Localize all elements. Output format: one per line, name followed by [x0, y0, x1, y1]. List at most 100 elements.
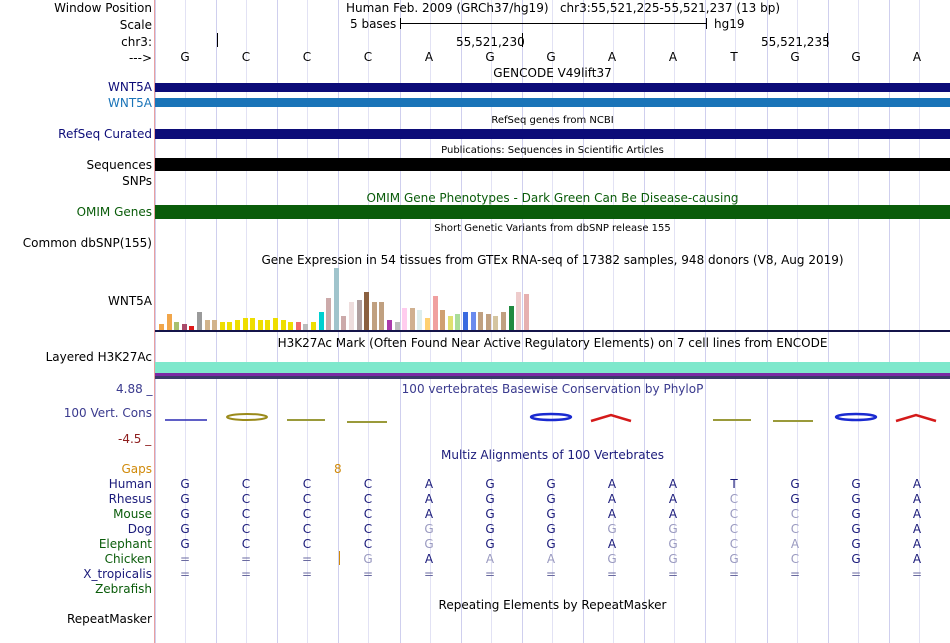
gtex-tissue-bar[interactable]	[379, 302, 385, 330]
species-label[interactable]: X_tropicalis	[83, 567, 152, 581]
publications-track-title: Publications: Sequences in Scientific Ar…	[441, 145, 664, 156]
omim-feature[interactable]	[155, 205, 950, 219]
alignment-base: G	[180, 492, 190, 506]
gtex-tissue-bar[interactable]	[485, 314, 491, 330]
species-label[interactable]: Rhesus	[108, 492, 152, 506]
species-label[interactable]: Mouse	[113, 507, 152, 521]
gtex-tissue-bar[interactable]	[349, 302, 354, 330]
gencode-feature-wnt5a-2[interactable]	[155, 98, 950, 107]
gtex-tissue-bar[interactable]	[356, 300, 362, 330]
gtex-tissue-bar[interactable]	[288, 322, 294, 330]
gridline	[705, 0, 706, 643]
alignment-base: =	[606, 567, 618, 581]
scale-text: 5 bases	[350, 17, 397, 31]
gtex-tissue-bar[interactable]	[409, 308, 415, 330]
gtex-tissue-bar[interactable]	[333, 268, 339, 330]
repeatmasker-track-label[interactable]: RepeatMasker	[66, 612, 152, 626]
publications-track-label[interactable]: Sequences	[86, 158, 152, 172]
gridline	[583, 0, 584, 643]
species-label[interactable]: Chicken	[104, 552, 152, 566]
alignment-base: A	[424, 552, 434, 566]
gtex-tissue-bar[interactable]	[227, 322, 233, 330]
gtex-tissue-bar[interactable]	[273, 318, 278, 330]
h3k27ac-signal-dark[interactable]	[155, 376, 950, 379]
gtex-tissue-bar[interactable]	[189, 326, 195, 330]
gtex-tissue-bar[interactable]	[394, 322, 400, 330]
refseq-track-label[interactable]: RefSeq Curated	[58, 127, 152, 141]
gtex-tissue-bar[interactable]	[295, 322, 301, 330]
gtex-tissue-bar[interactable]	[303, 324, 309, 330]
gtex-tissue-bar[interactable]	[181, 324, 187, 330]
alignment-base: C	[790, 522, 800, 536]
phylop-logo[interactable]	[155, 405, 950, 429]
gtex-tissue-bar[interactable]	[280, 320, 286, 330]
species-label[interactable]: Elephant	[98, 537, 152, 551]
ruler-coord-1: 55,521,230	[456, 35, 525, 49]
gtex-tissue-bar[interactable]	[311, 322, 316, 330]
h3k27ac-signal[interactable]	[155, 362, 950, 373]
h3k27ac-track-label[interactable]: Layered H3K27Ac	[45, 350, 152, 364]
gtex-tissue-bar[interactable]	[242, 318, 248, 330]
gtex-tissue-bar[interactable]	[508, 306, 514, 330]
species-label[interactable]: Dog	[127, 522, 152, 536]
gencode-track-label-2[interactable]: WNT5A	[107, 96, 152, 110]
gtex-tissue-bar[interactable]	[463, 312, 468, 330]
gtex-tissue-bar[interactable]	[197, 312, 202, 330]
phylop-max: 4.88 _	[116, 382, 153, 396]
alignment-base: A	[424, 507, 434, 521]
h3k27ac-signal-purple[interactable]	[155, 373, 950, 376]
gtex-tissue-bar[interactable]	[166, 314, 172, 330]
gtex-tissue-bar[interactable]	[387, 320, 392, 330]
alignment-base: C	[302, 522, 312, 536]
alignment-base: G	[546, 492, 556, 506]
gtex-tissue-bar[interactable]	[455, 314, 461, 330]
gtex-tissue-bar[interactable]	[159, 324, 164, 330]
phylop-track-label[interactable]: 100 Vert. Cons	[63, 406, 152, 420]
gtex-tissue-bar[interactable]	[212, 320, 218, 330]
gtex-tissue-bar[interactable]	[257, 320, 263, 330]
species-label[interactable]: Human	[108, 477, 152, 491]
gtex-tissue-bar[interactable]	[235, 320, 240, 330]
refseq-feature[interactable]	[155, 129, 950, 139]
gencode-feature-wnt5a-1[interactable]	[155, 83, 950, 92]
gridline-center	[185, 0, 186, 643]
gtex-tissue-bar[interactable]	[425, 318, 430, 330]
gtex-tissue-bar[interactable]	[516, 292, 522, 330]
gtex-tissue-bar[interactable]	[250, 318, 256, 330]
gtex-track-label[interactable]: WNT5A	[107, 294, 152, 308]
gtex-tissue-bar[interactable]	[478, 312, 484, 330]
gtex-tissue-bar[interactable]	[432, 296, 438, 330]
gtex-tissue-bar[interactable]	[371, 302, 377, 330]
gencode-track-label-1[interactable]: WNT5A	[107, 80, 152, 94]
publications-feature[interactable]	[155, 158, 950, 171]
window-position-value[interactable]: Human Feb. 2009 (GRCh37/hg19) chr3:55,52…	[346, 1, 781, 15]
gtex-tissue-bar[interactable]	[318, 312, 324, 330]
dbsnp-track-label[interactable]: Common dbSNP(155)	[22, 236, 152, 250]
gtex-tissue-bar[interactable]	[501, 312, 506, 330]
gtex-tissue-bar[interactable]	[417, 310, 423, 330]
gtex-tissue-bar[interactable]	[341, 316, 347, 330]
gtex-tissue-bar[interactable]	[402, 308, 408, 330]
gtex-tissue-bar[interactable]	[440, 310, 446, 330]
gtex-tissue-bar[interactable]	[523, 294, 529, 330]
alignment-base: C	[363, 537, 373, 551]
gtex-tissue-bar[interactable]	[364, 292, 370, 330]
alignment-base: A	[485, 552, 495, 566]
alignment-base: =	[362, 567, 374, 581]
species-label[interactable]: Zebrafish	[95, 582, 152, 596]
gtex-expression-bars[interactable]	[155, 268, 535, 330]
gtex-tissue-bar[interactable]	[470, 312, 476, 330]
gtex-tissue-bar[interactable]	[174, 322, 180, 330]
gtex-tissue-bar[interactable]	[493, 316, 499, 330]
alignment-base: C	[241, 507, 251, 521]
dbsnp-track-title: Short Genetic Variants from dbSNP releas…	[434, 223, 671, 234]
gtex-tissue-bar[interactable]	[326, 298, 332, 330]
omim-track-label[interactable]: OMIM Genes	[76, 205, 152, 219]
alignment-base: A	[668, 477, 678, 491]
gtex-tissue-bar[interactable]	[447, 316, 453, 330]
gtex-tissue-bar[interactable]	[265, 320, 271, 330]
window-position-label: Window Position	[54, 1, 152, 15]
gtex-tissue-bar[interactable]	[219, 322, 225, 330]
alignment-base: G	[729, 552, 739, 566]
gtex-tissue-bar[interactable]	[204, 320, 210, 330]
